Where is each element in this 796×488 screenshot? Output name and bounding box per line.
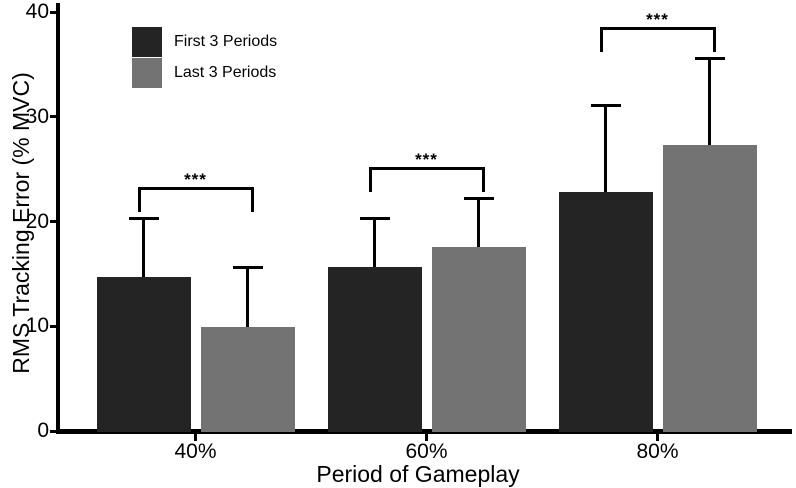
bar	[327, 266, 422, 432]
y-tick-label: 10	[25, 314, 49, 338]
y-tick-label: 30	[25, 104, 49, 128]
legend-item-last-3-periods: Last 3 Periods	[132, 58, 276, 88]
legend-label-last-3-periods: Last 3 Periods	[174, 64, 277, 81]
y-axis-line	[56, 3, 60, 434]
bar	[558, 192, 653, 432]
legend-label-first-3-periods: First 3 Periods	[174, 33, 278, 50]
error-bar-cap	[232, 266, 263, 270]
significance-stars: ***	[415, 150, 438, 170]
error-bar-line	[604, 105, 607, 193]
x-tick-label: 60%	[405, 440, 448, 463]
error-bar-line	[708, 58, 711, 146]
significance-bracket-left-arm	[368, 167, 372, 193]
bar	[96, 277, 191, 432]
error-bar-cap	[590, 103, 621, 107]
y-axis-tick	[50, 429, 57, 433]
x-axis-tick	[656, 434, 659, 441]
error-bar-cap	[128, 216, 159, 220]
significance-bracket	[137, 187, 254, 191]
legend: First 3 Periods Last 3 Periods	[132, 27, 372, 89]
x-axis-tick	[425, 434, 428, 441]
y-tick-label: 0	[37, 419, 49, 442]
significance-bracket-right-arm	[250, 187, 254, 213]
significance-bracket-right-arm	[712, 27, 716, 53]
x-axis-title: Period of Gameplay	[316, 461, 520, 487]
x-axis-tick	[194, 434, 197, 441]
x-tick-label: 40%	[174, 440, 217, 463]
error-bar-cap	[359, 216, 390, 220]
significance-stars: ***	[646, 10, 669, 30]
y-axis-tick	[50, 220, 57, 223]
y-axis-tick	[50, 324, 57, 328]
significance-bracket	[368, 167, 485, 171]
error-bar-line	[142, 218, 145, 277]
y-axis-tick	[50, 115, 57, 119]
significance-stars: ***	[184, 170, 207, 190]
significance-bracket	[599, 27, 716, 31]
error-bar-line	[477, 198, 480, 247]
significance-bracket-left-arm	[599, 27, 603, 53]
legend-swatch-first-3-periods	[132, 27, 162, 57]
x-tick-label: 80%	[636, 440, 679, 463]
bar	[662, 145, 757, 432]
y-tick-label: 20	[25, 209, 49, 233]
error-bar-cap	[463, 196, 494, 200]
significance-bracket-left-arm	[137, 187, 141, 213]
error-bar-line	[373, 218, 376, 267]
y-tick-label: 40	[25, 0, 49, 23]
y-axis-tick	[50, 10, 57, 14]
x-axis-line	[56, 429, 792, 434]
bar	[431, 246, 526, 432]
legend-item-first-3-periods: First 3 Periods	[132, 27, 277, 57]
error-bar-line	[246, 267, 249, 328]
significance-bracket-right-arm	[481, 167, 485, 193]
bar	[200, 327, 295, 432]
error-bar-cap	[694, 56, 725, 60]
legend-swatch-last-3-periods	[132, 58, 162, 88]
